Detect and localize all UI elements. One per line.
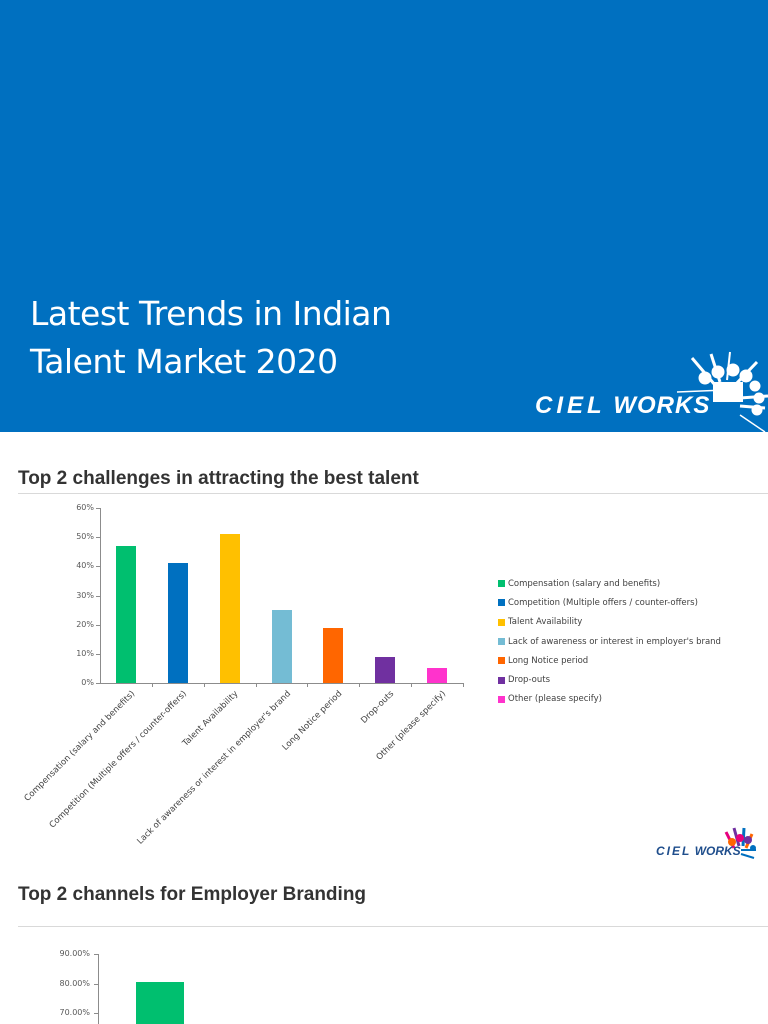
y-tick-label: 40% (76, 561, 94, 571)
logo-word-works: WORKS (694, 844, 741, 858)
logo-word-ciel: CIEL (656, 844, 692, 858)
legend-label: Talent Availability (508, 617, 583, 628)
ciel-works-logo-small: CIEL WORKS (656, 826, 756, 862)
bar-3 (219, 534, 240, 683)
y-tick-mark (96, 653, 100, 655)
legend-swatch (498, 638, 505, 646)
x-axis (100, 683, 463, 684)
bar-5 (323, 627, 344, 683)
legend-item: Talent Availability (498, 613, 721, 632)
banner-title: Latest Trends in Indian Talent Market 20… (30, 290, 392, 386)
y-tick-mark (94, 1013, 98, 1014)
y-tick-label: 20% (76, 619, 94, 629)
banner-title-line-2: Talent Market 2020 (30, 342, 338, 381)
legend-swatch (498, 618, 505, 626)
y-tick-mark (96, 508, 100, 509)
legend-label: Compensation (salary and benefits) (508, 578, 661, 589)
y-tick-mark (96, 595, 100, 597)
bar-6 (375, 656, 396, 683)
bar-1 (115, 545, 136, 683)
y-tick-mark (94, 954, 98, 955)
legend-label: Long Notice period (508, 655, 589, 666)
legend-item: Compensation (salary and benefits) (498, 574, 721, 593)
legend-swatch (498, 657, 505, 665)
section-divider (18, 493, 768, 494)
bar-4 (271, 610, 292, 683)
logo-text: CIEL WORKS (535, 392, 710, 420)
bar-7 (427, 668, 448, 683)
y-tick-label: 0% (81, 678, 94, 687)
y-tick-mark (94, 983, 98, 985)
x-tick-mark (151, 683, 153, 687)
legend-label: Lack of awareness or interest in employe… (508, 636, 721, 647)
legend-item: Lack of awareness or interest in employe… (498, 632, 721, 651)
section-title-challenges: Top 2 challenges in attracting the best … (18, 468, 419, 489)
x-tick-label: Compensation (salary and benefits) (22, 689, 138, 804)
chart-legend: Compensation (salary and benefits) Compet… (498, 574, 721, 709)
y-axis (98, 954, 99, 1024)
y-tick-label: 90.00% (59, 949, 90, 958)
x-tick-mark (203, 683, 205, 687)
y-tick-label: 10% (76, 648, 94, 658)
bar-2 (167, 563, 188, 683)
x-tick-mark (255, 683, 257, 687)
x-tick-mark (411, 683, 413, 687)
y-tick-label: 30% (76, 590, 94, 600)
legend-swatch (498, 695, 505, 703)
legend-label: Competition (Multiple offers / counter-o… (508, 597, 698, 608)
x-tick-label: Talent Availability (181, 689, 241, 749)
logo-text: CIEL WORKS (656, 844, 741, 858)
section-divider (18, 926, 768, 927)
title-banner: Latest Trends in Indian Talent Market 20… (0, 0, 768, 432)
banner-title-line-1: Latest Trends in Indian (30, 294, 392, 333)
y-tick-label: 60% (76, 503, 94, 512)
y-tick-mark (96, 624, 100, 626)
y-tick-mark (96, 537, 100, 539)
y-tick-mark (96, 566, 100, 568)
y-tick-label: 50% (76, 532, 94, 542)
y-tick-label: 70.00% (59, 1008, 90, 1017)
logo-word-ciel: CIEL (535, 392, 606, 419)
legend-label: Drop-outs (508, 675, 551, 686)
logo-word-works: WORKS (613, 392, 711, 419)
bar-1 (136, 982, 184, 1024)
starburst-people-icon (676, 351, 768, 432)
x-tick-label: Drop-outs (359, 689, 397, 726)
legend-label: Other (please specify) (508, 694, 602, 705)
legend-swatch (498, 580, 505, 588)
legend-item: Long Notice period (498, 651, 721, 670)
legend-item: Drop-outs (498, 670, 721, 689)
section-title-employer-branding: Top 2 channels for Employer Branding (18, 884, 367, 905)
legend-item: Competition (Multiple offers / counter-o… (498, 593, 721, 612)
x-tick-mark (307, 683, 309, 687)
x-tick-mark (359, 683, 361, 687)
ciel-works-logo: CIEL WORKS (535, 350, 768, 432)
legend-swatch (498, 676, 505, 684)
starburst-people-icon (724, 827, 756, 859)
x-tick-mark (463, 683, 464, 687)
legend-item: Other (please specify) (498, 690, 721, 709)
y-axis (100, 508, 101, 683)
y-tick-label: 80.00% (59, 978, 90, 988)
legend-swatch (498, 599, 505, 607)
y-tick-mark (96, 683, 100, 684)
